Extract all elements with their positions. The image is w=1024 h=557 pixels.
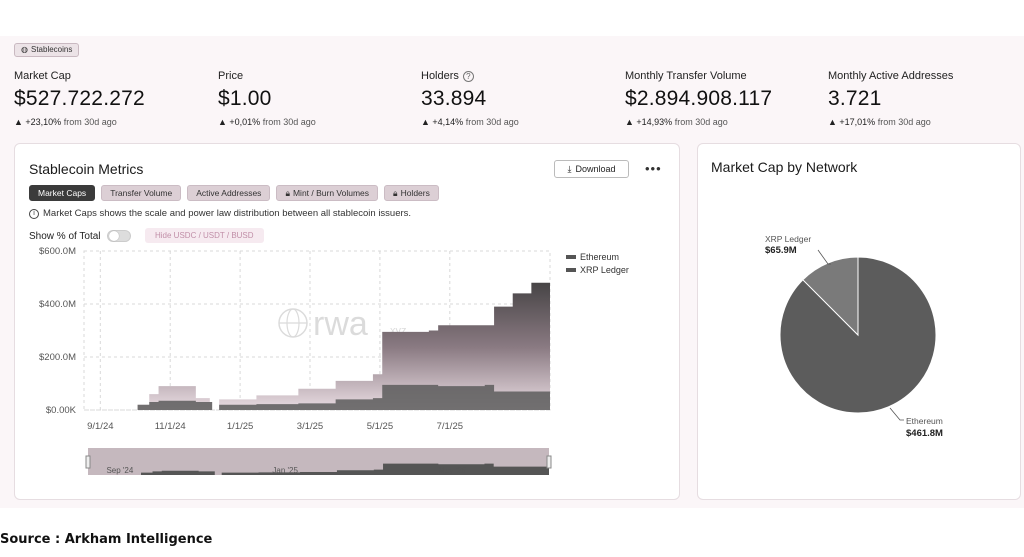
stat-change: ▲ +4,14% from 30d ago bbox=[421, 117, 519, 127]
hide-usdc-button[interactable]: Hide USDC / USDT / BUSD bbox=[145, 228, 264, 243]
series-area-xrp-ledger[interactable] bbox=[84, 270, 550, 410]
stat-3: Monthly Transfer Volume $2.894.908.117 ▲ +… bbox=[625, 70, 815, 127]
x-tick-label: 9/1/24 bbox=[87, 421, 113, 432]
stat-change: ▲ +14,93% from 30d ago bbox=[625, 117, 728, 127]
stat-label: Price bbox=[218, 70, 244, 82]
info-text: i Market Caps shows the scale and power … bbox=[29, 208, 411, 219]
download-label: Download bbox=[575, 164, 616, 174]
pie-slice-xrp-ledger[interactable] bbox=[802, 256, 859, 337]
pie-leader-ethereum bbox=[889, 407, 904, 421]
stat-1: Price $1.00 ▲ +0,01% from 30d ago bbox=[218, 70, 408, 127]
stat-4: Monthly Active Addresses 3.721 ▲ +17,01% f… bbox=[828, 70, 1018, 127]
stat-0: Market Cap $527.722.272 ▲ +23,10% from 30d… bbox=[14, 70, 204, 127]
tab-holders[interactable]: 🔒︎ Holders bbox=[384, 185, 439, 201]
watermark-text: rwa bbox=[313, 305, 368, 343]
source-caption: Source : Arkham Intelligence bbox=[0, 532, 213, 547]
pie-label-value: $461.8M bbox=[906, 428, 943, 439]
pie-title: Market Cap by Network bbox=[711, 159, 858, 175]
pie-label-value: $65.9M bbox=[765, 245, 797, 256]
brush-tick-label: Jan '25 bbox=[272, 466, 298, 475]
info-icon: i bbox=[29, 208, 39, 219]
legend-swatch bbox=[566, 255, 576, 259]
y-tick-label: $0.00K bbox=[46, 405, 77, 416]
stat-label: Holders? bbox=[421, 70, 611, 82]
stat-change: ▲ +23,10% from 30d ago bbox=[14, 117, 117, 127]
legend-label: Ethereum bbox=[580, 252, 619, 262]
brush-series-preview bbox=[88, 463, 549, 475]
x-tick-label: 1/1/25 bbox=[227, 421, 253, 432]
stat-value: $2.894.908.117 bbox=[625, 87, 773, 110]
x-tick-label: 5/1/25 bbox=[367, 421, 393, 432]
more-options-icon[interactable]: ••• bbox=[645, 161, 662, 176]
metrics-title: Stablecoin Metrics bbox=[29, 161, 144, 177]
stat-label: Market Cap bbox=[14, 70, 71, 82]
series-area-ethereum[interactable] bbox=[84, 384, 550, 410]
lock-icon: 🔒︎ bbox=[393, 188, 398, 198]
stat-label: Monthly Transfer Volume bbox=[625, 70, 747, 82]
tab-market-caps[interactable]: Market Caps bbox=[29, 185, 96, 201]
stat-value: 33.894 bbox=[421, 87, 487, 110]
x-tick-label: 11/1/24 bbox=[155, 421, 186, 432]
pie-label-name: XRP Ledger bbox=[765, 234, 811, 244]
download-button[interactable]: ⤓ Download bbox=[554, 160, 629, 178]
stablecoin-metrics-card bbox=[14, 143, 680, 500]
x-tick-label: 7/1/25 bbox=[437, 421, 463, 432]
network-pie-chart: XRP Ledger$65.9M Ethereum $461.8M bbox=[765, 234, 943, 439]
pie-leader-xrp bbox=[817, 249, 831, 265]
stat-change: ▲ +17,01% from 30d ago bbox=[828, 117, 931, 127]
legend-swatch bbox=[566, 268, 576, 272]
brush-handle-left[interactable] bbox=[85, 455, 91, 469]
x-tick-label: 3/1/25 bbox=[297, 421, 323, 432]
brush-handle-right[interactable] bbox=[546, 455, 552, 469]
brush-tick-label: Sep '24 bbox=[106, 466, 133, 475]
stat-value: 3.721 bbox=[828, 87, 882, 110]
show-percent-label: Show % of Total bbox=[29, 230, 101, 242]
info-label: Market Caps shows the scale and power la… bbox=[43, 208, 412, 219]
show-percent-toggle-row: Show % of Total bbox=[29, 230, 131, 242]
stat-change: ▲ +0,01% from 30d ago bbox=[218, 117, 316, 127]
stat-value: $527.722.272 bbox=[14, 87, 145, 110]
download-icon: ⤓ bbox=[567, 163, 572, 174]
metric-tabs: Market Caps Transfer Volume Active Address… bbox=[29, 185, 439, 201]
pie-label-name: Ethereum bbox=[906, 416, 943, 426]
legend-label: XRP Ledger bbox=[580, 265, 629, 275]
help-icon[interactable]: ? bbox=[462, 70, 474, 82]
y-tick-label: $200.0M bbox=[39, 352, 76, 363]
tab-mint-burn-volumes[interactable]: 🔒︎ Mint / Burn Volumes bbox=[276, 185, 379, 201]
tag-label: Stablecoins bbox=[30, 45, 73, 54]
stat-2: Holders? 33.894 ▲ +4,14% from 30d ago bbox=[421, 70, 611, 127]
y-tick-label: $400.0M bbox=[39, 299, 76, 310]
lock-icon: 🔒︎ bbox=[285, 188, 290, 198]
show-percent-toggle[interactable] bbox=[106, 230, 131, 242]
tag-icon: ◍ bbox=[21, 45, 28, 54]
market-cap-area-chart: $0.00K $200.0M $400.0M $600.0M 9/1/24 11/1/24… bbox=[39, 246, 629, 475]
stat-label: Monthly Active Addresses bbox=[828, 70, 954, 82]
stablecoins-tag[interactable]: ◍ Stablecoins bbox=[14, 43, 80, 57]
tab-active-addresses[interactable]: Active Addresses bbox=[187, 185, 271, 201]
brush-tick-label: May '25 bbox=[438, 466, 466, 475]
y-tick-label: $600.0M bbox=[39, 246, 76, 257]
tab-transfer-volume[interactable]: Transfer Volume bbox=[101, 185, 182, 201]
stat-value: $1.00 bbox=[218, 87, 272, 110]
